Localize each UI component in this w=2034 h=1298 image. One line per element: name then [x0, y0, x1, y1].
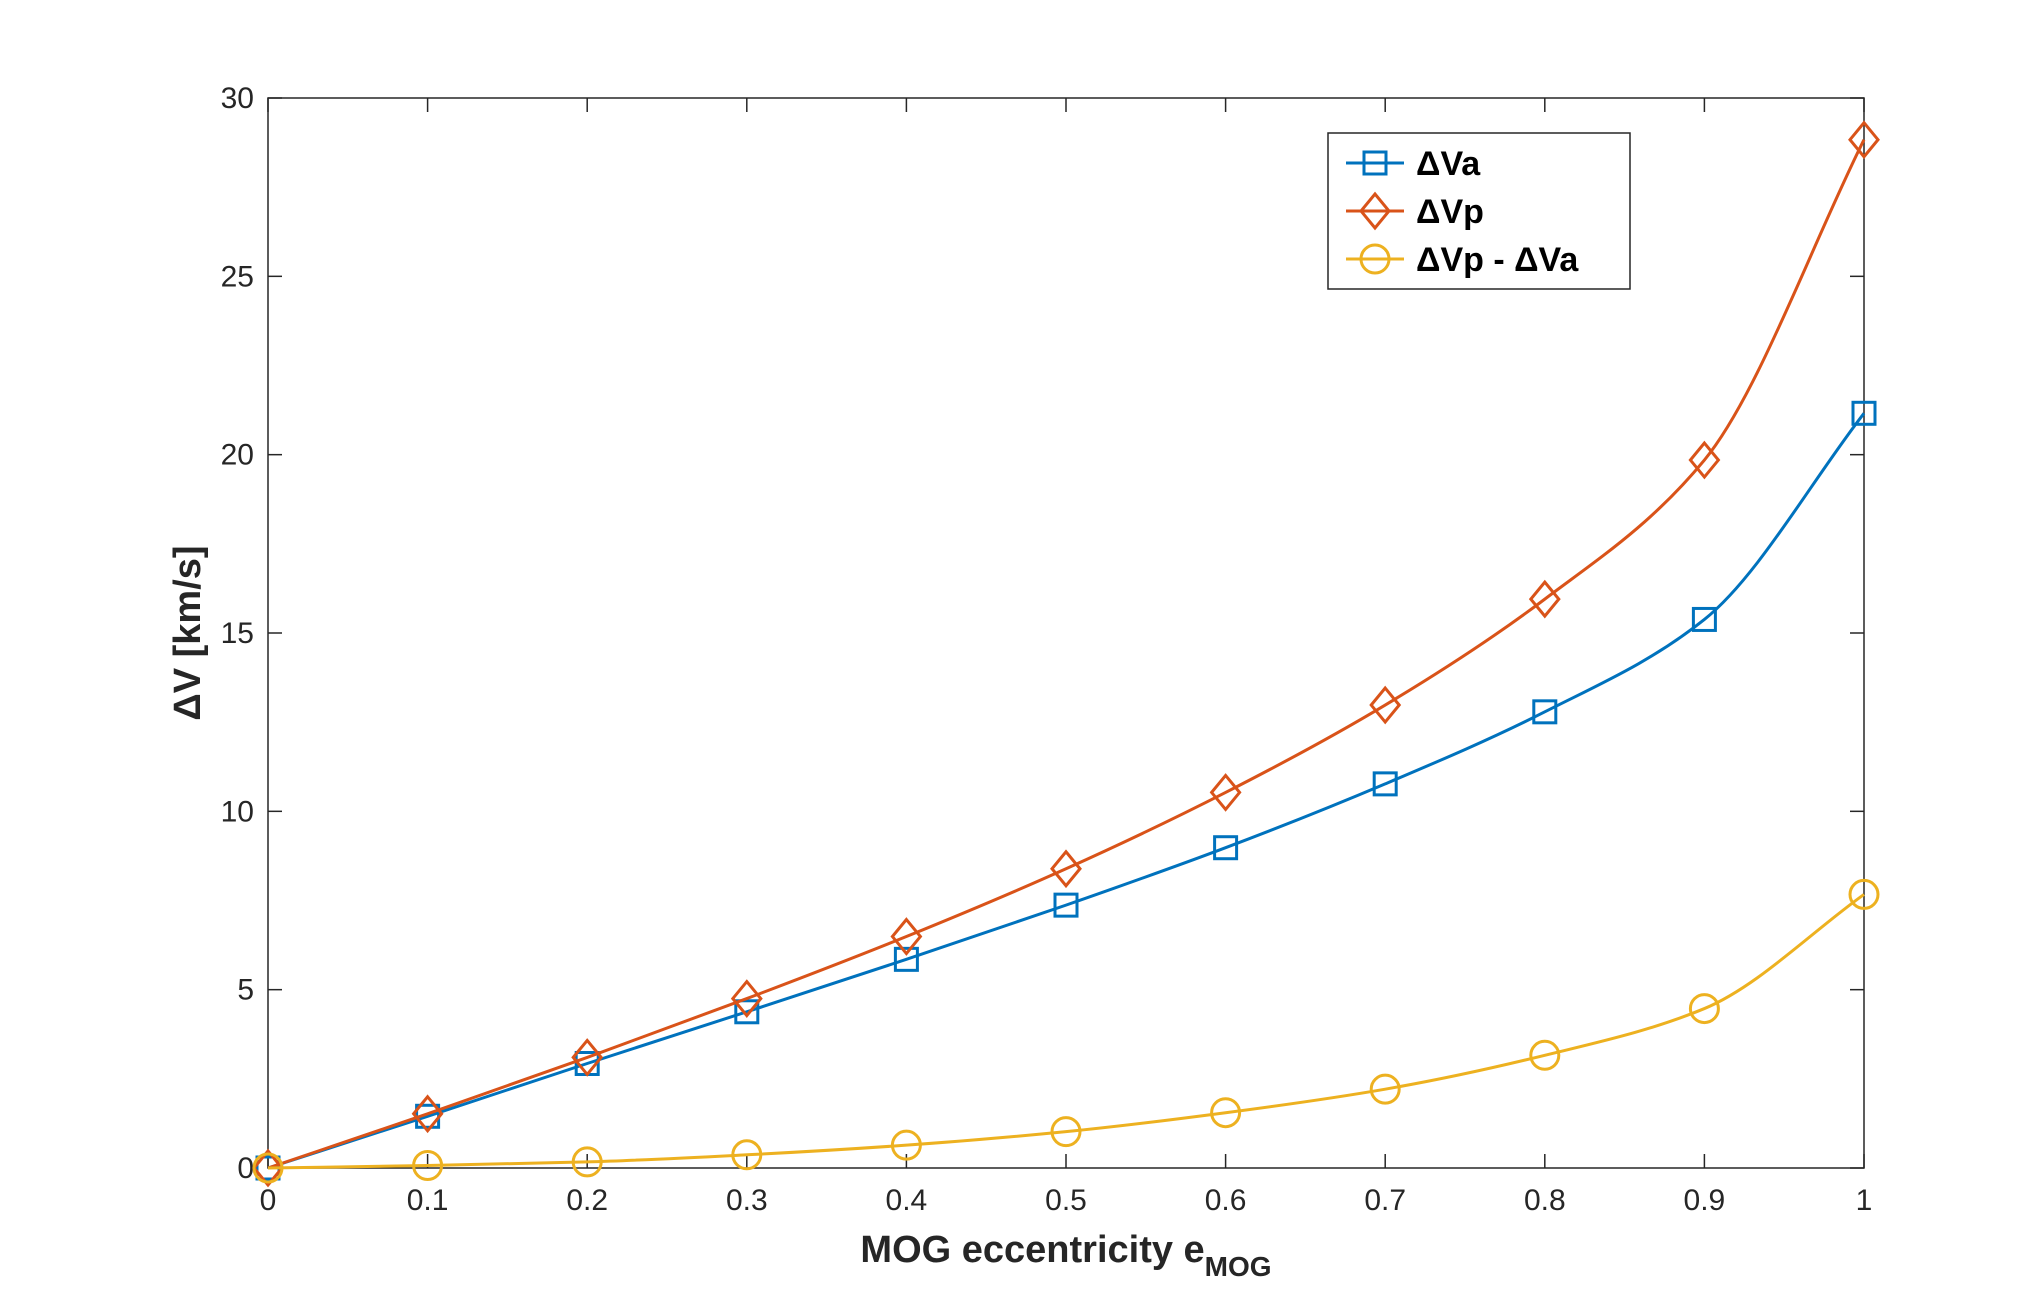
legend-item: ΔVp — [1346, 191, 1484, 231]
data-point — [1688, 440, 1721, 480]
x-axis-label: MOG eccentricity eMOG — [860, 1229, 1271, 1282]
y-tick-label: 25 — [221, 260, 254, 293]
legend-label: ΔVp — [1416, 193, 1484, 231]
x-tick-label: 0.3 — [726, 1184, 768, 1217]
series-2 — [252, 878, 1880, 1184]
data-point — [571, 1038, 604, 1077]
x-tick-label: 1 — [1856, 1184, 1873, 1217]
data-point — [1848, 878, 1880, 910]
series-1 — [252, 120, 1880, 1188]
y-tick-label: 20 — [221, 439, 254, 472]
data-point — [412, 1150, 444, 1182]
data-point — [1209, 773, 1242, 812]
data-point — [1851, 400, 1877, 426]
data-point — [730, 979, 763, 1018]
x-tick-label: 0.9 — [1684, 1184, 1726, 1217]
data-point — [1848, 120, 1880, 160]
data-point — [1050, 849, 1082, 889]
data-point — [1210, 1097, 1242, 1129]
legend-item: ΔVa — [1346, 145, 1481, 183]
data-point — [1529, 1039, 1561, 1071]
y-tick-label: 15 — [221, 617, 254, 650]
data-point — [1213, 835, 1239, 861]
data-point — [1528, 579, 1561, 619]
legend-item: ΔVp - ΔVa — [1346, 241, 1579, 279]
data-point — [1372, 771, 1398, 797]
legend-label: ΔVp - ΔVa — [1416, 241, 1579, 279]
data-point — [731, 1139, 763, 1171]
x-tick-label: 0.8 — [1524, 1184, 1566, 1217]
data-point — [252, 1148, 284, 1188]
data-point — [411, 1094, 444, 1134]
data-point — [1688, 993, 1720, 1025]
legend: ΔVa ΔVp ΔVp - ΔVa — [1327, 132, 1631, 290]
data-point — [1053, 892, 1079, 918]
data-point — [1369, 1073, 1401, 1105]
x-tick-label: 0.1 — [407, 1184, 449, 1217]
x-axis-label-subscript: MOG — [1205, 1251, 1272, 1282]
series-line — [267, 893, 1865, 1170]
series-line — [267, 412, 1866, 1170]
data-point — [734, 999, 760, 1025]
data-point — [1369, 685, 1402, 725]
data-point — [252, 1152, 284, 1184]
x-tick-label: 0 — [260, 1184, 277, 1217]
data-point — [890, 1129, 922, 1161]
x-tick-label: 0.7 — [1364, 1184, 1406, 1217]
data-point — [890, 917, 923, 956]
y-tick-label: 5 — [237, 974, 254, 1007]
y-axis-label: ΔV [km/s] — [167, 545, 209, 720]
series-line — [267, 139, 1866, 1170]
x-tick-label: 0.2 — [566, 1184, 608, 1217]
x-axis: 0 0.1 0.2 0.3 0.4 0.5 0.6 0.7 0.8 0.9 1 — [260, 98, 1873, 1217]
data-point — [1691, 606, 1717, 632]
series-layer — [252, 120, 1880, 1188]
x-tick-label: 0.4 — [886, 1184, 928, 1217]
data-point — [893, 946, 919, 972]
legend-swatch-marker — [1359, 191, 1391, 231]
legend-swatch-marker — [1362, 150, 1388, 176]
y-tick-label: 0 — [237, 1152, 254, 1185]
data-point — [1050, 1116, 1082, 1148]
y-tick-label: 30 — [221, 82, 254, 115]
x-tick-label: 0.6 — [1205, 1184, 1247, 1217]
y-axis: 0 5 10 15 20 25 30 — [221, 82, 1864, 1185]
legend-swatch-marker — [1359, 243, 1391, 275]
legend-label: ΔVa — [1416, 145, 1481, 183]
x-tick-label: 0.5 — [1045, 1184, 1087, 1217]
data-point — [1532, 699, 1558, 725]
data-point — [571, 1146, 603, 1178]
y-tick-label: 10 — [221, 795, 254, 828]
